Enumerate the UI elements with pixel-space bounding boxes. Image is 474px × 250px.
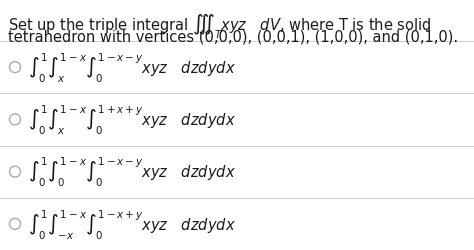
Text: Set up the triple integral $\iiint_T xyz \quad dV$, where T is the solid: Set up the triple integral $\iiint_T xyz… xyxy=(8,12,431,40)
Text: $\int_0^1 \int_x^{1-x} \int_0^{1+x+y} xyz \quad dzdydx$: $\int_0^1 \int_x^{1-x} \int_0^{1+x+y} xy… xyxy=(28,103,236,136)
Text: $\int_0^1 \int_x^{1-x} \int_0^{1-x-y} xyz \quad dzdydx$: $\int_0^1 \int_x^{1-x} \int_0^{1-x-y} xy… xyxy=(28,51,236,84)
Text: $\int_0^1 \int_0^{1-x} \int_0^{1-x-y} xyz \quad dzdydx$: $\int_0^1 \int_0^{1-x} \int_0^{1-x-y} xy… xyxy=(28,155,236,188)
Text: $\int_0^1 \int_{-x}^{1-x} \int_0^{1-x+y} xyz \quad dzdydx$: $\int_0^1 \int_{-x}^{1-x} \int_0^{1-x+y}… xyxy=(28,207,236,240)
Text: tetrahedron with vertices (0,0,0), (0,0,1), (1,0,0), and (0,1,0).: tetrahedron with vertices (0,0,0), (0,0,… xyxy=(8,30,458,45)
